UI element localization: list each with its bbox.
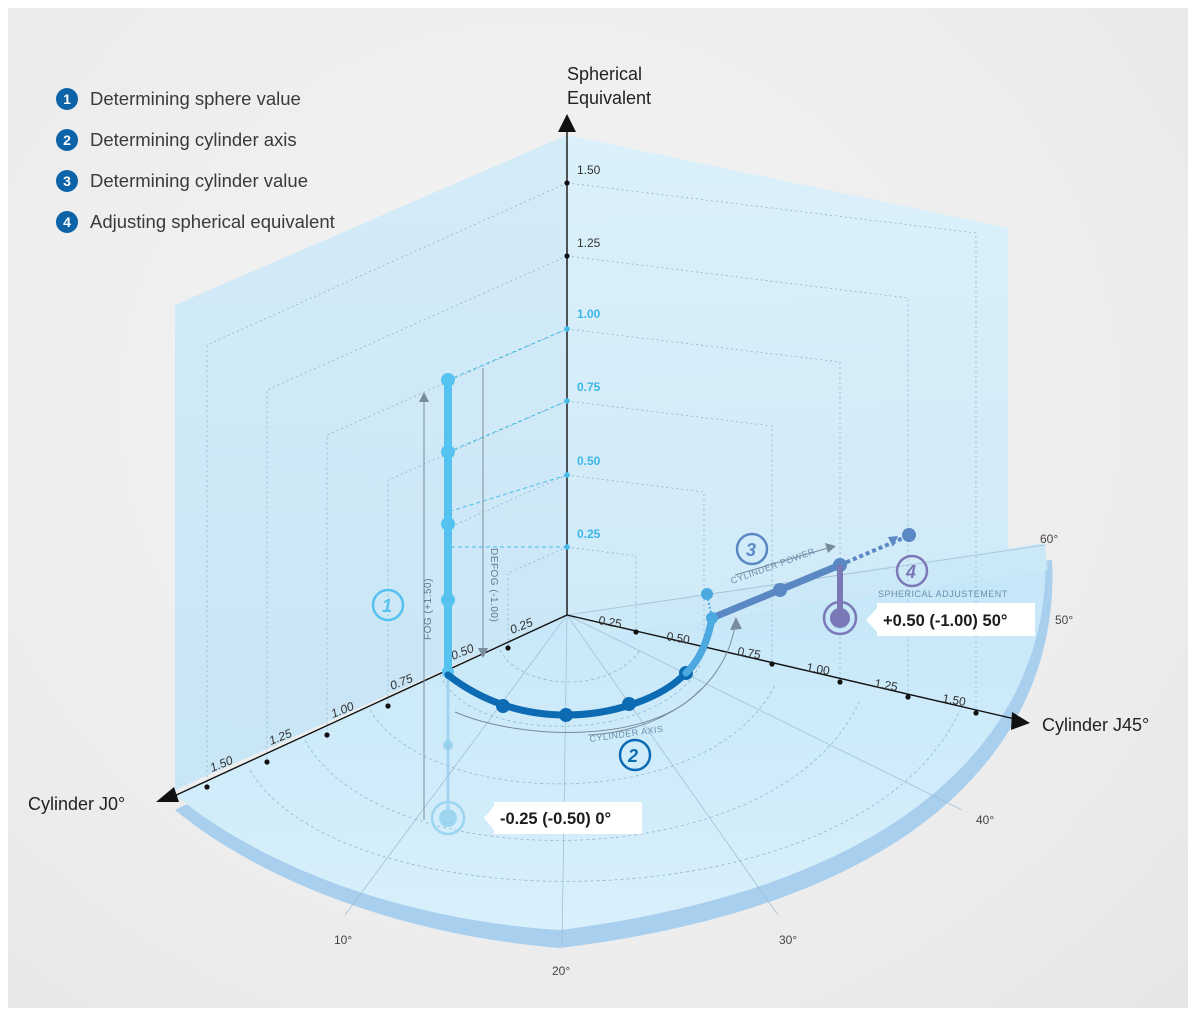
j45-tick-label: 1.00 (805, 660, 831, 678)
sphere-guide-lines (447, 328, 568, 548)
legend-item: 3 Determining cylinder value (56, 160, 335, 201)
power-arrow-line (734, 547, 829, 576)
adjust-end-dot (902, 528, 916, 542)
legend-item: 2 Determining cylinder axis (56, 119, 335, 160)
step-2-badge: 2 (618, 738, 652, 772)
spherical-adjustment-label: SPHERICAL ADJUSTEMENT (878, 589, 1008, 599)
sphere-tick-label: 0.50 (577, 454, 601, 468)
fog-arrow-head (419, 392, 429, 402)
legend-label: Adjusting spherical equivalent (90, 210, 335, 232)
j45-tick-label: 0.25 (597, 613, 623, 631)
floor-grid (249, 649, 961, 882)
step-3-badge: 3 (735, 532, 769, 566)
fog-label: FOG (+1.50) (423, 578, 434, 640)
start-result-text: -0.25 (-0.50) 0° (500, 810, 611, 828)
right-wall-grid (566, 182, 977, 713)
legend-label: Determining cylinder axis (90, 128, 297, 150)
sphere-tick-label: 0.25 (577, 527, 601, 541)
power-step (773, 583, 787, 597)
step-4-number: 4 (905, 562, 916, 582)
start-projection-dot (443, 740, 453, 750)
defog-label: DEFOG (-1.00) (488, 548, 499, 622)
defog-arrow-head (478, 648, 488, 658)
step-badge: 2 (56, 128, 78, 151)
end-point-marker (830, 608, 850, 628)
power-step (706, 612, 718, 624)
step-2-number: 2 (627, 746, 638, 766)
axes (171, 130, 1016, 798)
left-wall (175, 135, 567, 790)
vertical-axis-title-2: Equivalent (567, 88, 651, 108)
sphere-ticks (564, 326, 570, 550)
sphere-tick-label: 1.50 (577, 163, 601, 177)
end-point-ring (822, 600, 858, 636)
legend-item: 4 Adjusting spherical equivalent (56, 201, 335, 242)
cylinder-axis-arrow (587, 624, 736, 736)
step-badge: 3 (56, 169, 78, 192)
step-1-badge: 1 (371, 588, 405, 622)
step-3-number: 3 (746, 540, 756, 560)
axis-ticks (204, 180, 979, 790)
j45-tick-label: 0.75 (736, 644, 762, 662)
end-result-text: +0.50 (-1.00) 50° (883, 612, 1007, 630)
base-plane (175, 543, 1046, 930)
angle-label: 20° (552, 964, 570, 978)
left-axis-arrow (156, 787, 179, 802)
j45-tick-label: 1.25 (873, 676, 899, 694)
adjust-arrow-head (888, 536, 898, 547)
power-arrow-head (825, 543, 836, 553)
power-vector-diagram: Spherical Equivalent Cylinder J0° Cylind… (28, 64, 1149, 978)
legend-item: 1 Determining sphere value (56, 78, 335, 119)
right-wall (567, 135, 1008, 615)
angle-label: 30° (779, 933, 797, 947)
legend: 1 Determining sphere value 2 Determining c… (56, 78, 335, 242)
legend-label: Determining sphere value (90, 87, 301, 109)
vertical-axis-title: Spherical (567, 64, 642, 84)
step-4-badge: 4 (895, 554, 929, 588)
j45-tick-label: 0.50 (665, 629, 691, 647)
legend-label: Determining cylinder value (90, 169, 308, 191)
adjust-path (839, 534, 909, 567)
start-point-marker (439, 809, 457, 827)
angle-label: 10° (334, 933, 352, 947)
angle-label: 40° (976, 813, 994, 827)
sphere-tick-label: 0.75 (577, 380, 601, 394)
sphere-tick-label: 1.00 (577, 307, 601, 321)
step-badge: 4 (56, 210, 78, 233)
cylinder-axis-arrow-head (730, 617, 742, 630)
sphere-steps (441, 373, 455, 678)
start-result-callout: -0.25 (-0.50) 0° (484, 802, 642, 834)
angle-label: 50° (1055, 613, 1073, 627)
end-result-callout: +0.50 (-1.00) 50° (866, 603, 1035, 636)
start-point-ring (430, 800, 466, 836)
power-start-dot (701, 588, 713, 600)
right-axis-arrow (1011, 712, 1030, 730)
sphere-tick-label: 1.25 (577, 236, 601, 250)
j45-tick-label: 1.50 (941, 691, 967, 709)
angle-label: 60° (1040, 532, 1058, 546)
diagram-canvas: 1 Determining sphere value 2 Determining c… (8, 8, 1188, 1008)
vertical-axis-arrow (558, 114, 576, 132)
right-axis-title: Cylinder J45° (1042, 715, 1149, 735)
step-badge: 1 (56, 87, 78, 110)
step-1-number: 1 (382, 596, 392, 616)
left-axis-title: Cylinder J0° (28, 794, 125, 814)
